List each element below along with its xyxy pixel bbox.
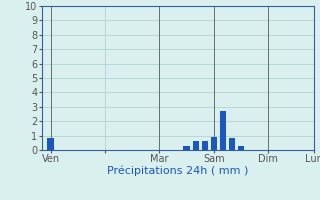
Bar [220, 111, 226, 150]
Bar [202, 141, 208, 150]
Bar [211, 137, 217, 150]
Bar [229, 138, 235, 150]
Bar [193, 141, 199, 150]
Bar [238, 146, 244, 150]
Bar [183, 146, 190, 150]
Bar [47, 138, 54, 150]
X-axis label: Précipitations 24h ( mm ): Précipitations 24h ( mm ) [107, 166, 248, 176]
